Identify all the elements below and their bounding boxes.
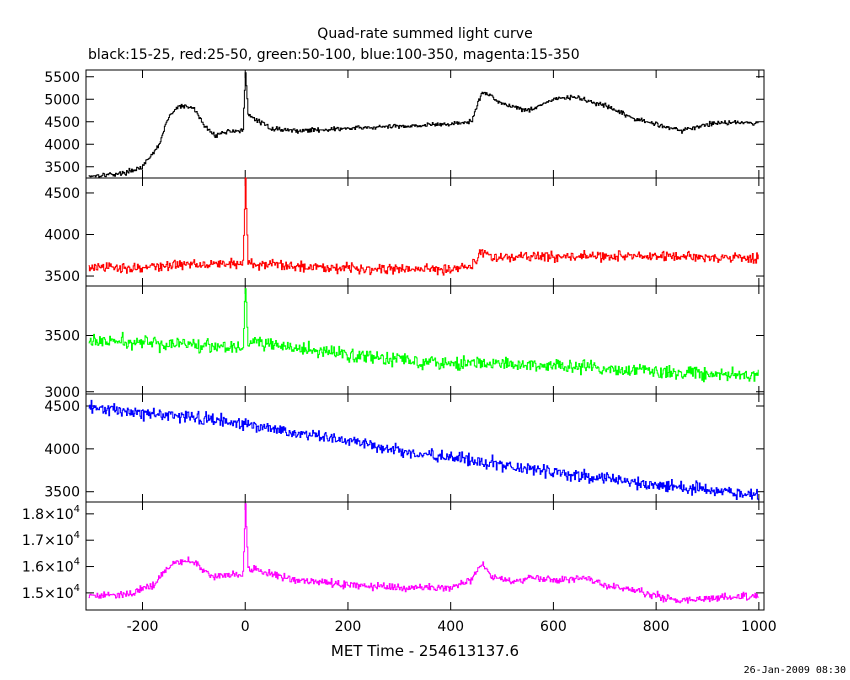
- y-tick-label: 5000: [44, 92, 80, 108]
- y-tick-label: 1.7×104: [22, 530, 80, 549]
- timestamp: 26-Jan-2009 08:30: [743, 665, 846, 676]
- x-tick-label: 0: [241, 619, 250, 635]
- y-tick-label: 1.8×104: [22, 504, 80, 523]
- x-tick-label: 1000: [741, 619, 777, 635]
- x-tick-label: 400: [437, 619, 464, 635]
- panel-15-25: 3500 4000 4500 5000 5500: [44, 69, 765, 179]
- y-tick-label: 4000: [44, 137, 80, 153]
- chart-title: Quad-rate summed light curve: [317, 26, 532, 42]
- y-tick-label: 1.6×104: [22, 557, 80, 576]
- y-tick-label: 1.5×104: [22, 583, 80, 602]
- y-tick-label: 4500: [44, 115, 80, 131]
- series-line-15-350: [88, 503, 759, 604]
- panel-100-350: 3500 4000 4500: [44, 393, 765, 503]
- x-axis-label: MET Time - 254613137.6: [331, 642, 519, 660]
- x-axis: -200 0 200 400 600 800 1000: [127, 619, 777, 635]
- x-tick-label: -200: [127, 619, 159, 635]
- panel-frame: [85, 501, 765, 611]
- x-tick-label: 600: [540, 619, 567, 635]
- y-tick-label: 3000: [44, 385, 80, 401]
- y-tick-label: 4000: [44, 227, 80, 243]
- panel-50-100: 3000 3500: [44, 285, 765, 401]
- series-line-15-25: [88, 72, 759, 178]
- y-tick-label: 4500: [44, 399, 80, 415]
- x-tick-label: 800: [643, 619, 670, 635]
- y-tick-label: 3500: [44, 485, 80, 501]
- y-tick-label: 5500: [44, 70, 80, 86]
- panel-25-50: 3500 4000 4500: [44, 177, 765, 287]
- x-tick-label: 200: [335, 619, 362, 635]
- y-tick-label: 3500: [44, 160, 80, 176]
- series-line-25-50: [88, 177, 759, 276]
- series-line-100-350: [88, 399, 759, 501]
- chart-subtitle: black:15-25, red:25-50, green:50-100, bl…: [88, 47, 580, 63]
- y-tick-label: 4500: [44, 186, 80, 202]
- chart-panels: 3500400045005000550035004000450030003500…: [22, 69, 765, 611]
- y-tick-label: 3500: [44, 269, 80, 285]
- series-line-50-100: [88, 288, 759, 383]
- y-tick-label: 4000: [44, 442, 80, 458]
- panel-15-350: 1.5×104 1.6×104 1.7×104 1.8×104: [22, 501, 765, 611]
- y-tick-label: 3500: [44, 329, 80, 345]
